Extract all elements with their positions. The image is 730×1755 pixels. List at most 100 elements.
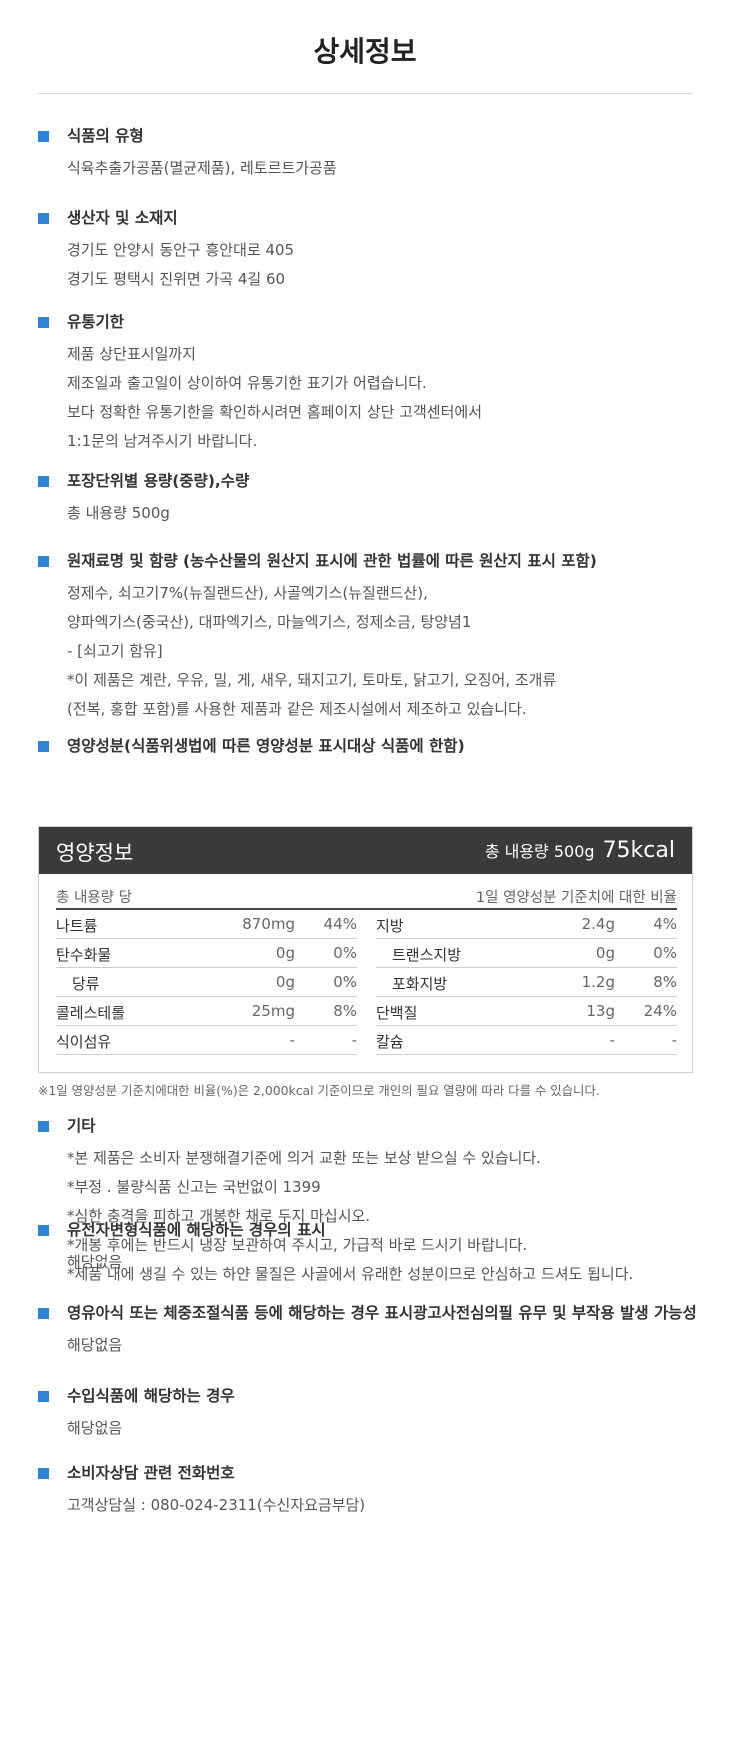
nutrient-percent: 0% bbox=[333, 944, 357, 962]
section-body: 고객상담실 : 080-024-2311(수신자요금부담) bbox=[67, 1491, 698, 1520]
nutrition-total: 총 내용량 500g 75kcal bbox=[485, 838, 675, 863]
section-line: 해당없음 bbox=[67, 1336, 123, 1354]
nutrient-name: 칼슘 bbox=[376, 1033, 404, 1051]
nutrition-subheader: 총 내용량 당 1일 영양성분 기준치에 대한 비율 bbox=[56, 880, 677, 910]
section-body: 정제수, 쇠고기7%(뉴질랜드산), 사골엑기스(뉴질랜드산), 양파엑기스(중국… bbox=[67, 579, 698, 724]
nutrient-name: 탄수화물 bbox=[56, 946, 112, 964]
section-title: 소비자상담 관련 전화번호 bbox=[67, 1464, 235, 1482]
nutrient-amount: 1.2g bbox=[581, 973, 615, 991]
section-header: 포장단위별 용량(중량),수량 bbox=[38, 470, 698, 494]
section-header: 영유아식 또는 체중조절식품 등에 해당하는 경우 표시광고사전심의필 유무 및… bbox=[38, 1302, 698, 1326]
section-header: 유통기한 bbox=[38, 311, 698, 335]
section-body: 총 내용량 500g bbox=[67, 499, 698, 528]
nutrition-table: 영양정보 총 내용량 500g 75kcal 총 내용량 당 1일 영양성분 기준… bbox=[38, 826, 693, 1073]
section-line: 제품 상단표시일까지 bbox=[67, 345, 196, 363]
nutrition-row: 트랜스지방 0g 0% bbox=[376, 939, 677, 968]
nutrient-percent: 8% bbox=[333, 1002, 357, 1020]
section-line: 경기도 평택시 진위면 가곡 4길 60 bbox=[67, 270, 286, 288]
section-title: 기타 bbox=[67, 1117, 96, 1135]
nutrient-name: 트랜스지방 bbox=[392, 946, 462, 964]
section-title: 영양성분(식품위생법에 따른 영양성분 표시대상 식품에 한함) bbox=[67, 737, 465, 755]
section-line: 제조일과 출고일이 상이하여 유통기한 표기가 어렵습니다. bbox=[67, 374, 427, 392]
info-section: 영양성분(식품위생법에 따른 영양성분 표시대상 식품에 한함) bbox=[38, 735, 698, 759]
square-bullet-icon bbox=[38, 1121, 49, 1132]
nutrient-percent: 0% bbox=[333, 973, 357, 991]
section-line: 정제수, 쇠고기7%(뉴질랜드산), 사골엑기스(뉴질랜드산), bbox=[67, 584, 428, 602]
section-line: 보다 정확한 유통기한을 확인하시려면 홈페이지 상단 고객센터에서 bbox=[67, 403, 483, 421]
nutrient-name: 포화지방 bbox=[392, 975, 448, 993]
nutrient-amount: 870mg bbox=[242, 915, 295, 933]
nutrition-row: 포화지방 1.2g 8% bbox=[376, 968, 677, 997]
nutrient-name: 콜레스테롤 bbox=[56, 1004, 126, 1022]
section-title: 식품의 유형 bbox=[67, 127, 144, 145]
section-line: 총 내용량 500g bbox=[67, 504, 170, 522]
section-header: 생산자 및 소재지 bbox=[38, 207, 698, 231]
section-body: 해당없음 bbox=[67, 1248, 698, 1277]
nutrient-percent: - bbox=[351, 1031, 357, 1049]
section-body: 식육추출가공품(멸균제품), 레토르트가공품 bbox=[67, 154, 698, 183]
section-line: 양파엑기스(중국산), 대파엑기스, 마늘엑기스, 정제소금, 탕양념1 bbox=[67, 613, 472, 631]
section-title: 유전자변형식품에 해당하는 경우의 표시 bbox=[67, 1221, 326, 1239]
nutrition-row: 칼슘 - - bbox=[376, 1026, 677, 1055]
nutrition-column-left: 나트륨 870mg 44% 탄수화물 0g 0% 당류 0g 0% 콜레스테롤 25mg 8% 식이섬유… bbox=[56, 910, 357, 1055]
page-title: 상세정보 bbox=[313, 35, 417, 68]
section-line: 고객상담실 : 080-024-2311(수신자요금부담) bbox=[67, 1496, 366, 1514]
nutrition-row: 콜레스테롤 25mg 8% bbox=[56, 997, 357, 1026]
info-section: 원재료명 및 함량 (농수산물의 원산지 표시에 관한 법률에 따른 원산지 표… bbox=[38, 550, 698, 724]
nutrition-header: 영양정보 총 내용량 500g 75kcal bbox=[39, 827, 692, 874]
square-bullet-icon bbox=[38, 476, 49, 487]
section-line: *본 제품은 소비자 분쟁해결기준에 의거 교환 또는 보상 받으실 수 있습니… bbox=[67, 1149, 541, 1167]
nutrient-amount: 13g bbox=[586, 1002, 615, 1020]
section-line: *심한 충격을 피하고 개봉한 채로 두지 마십시오. bbox=[67, 1207, 371, 1225]
nutrient-name: 지방 bbox=[376, 917, 404, 935]
nutrient-amount: 0g bbox=[595, 944, 615, 962]
square-bullet-icon bbox=[38, 1391, 49, 1402]
nutrient-amount: 2.4g bbox=[581, 915, 615, 933]
nutrient-percent: 8% bbox=[653, 973, 677, 991]
nutrient-name: 단백질 bbox=[376, 1004, 418, 1022]
info-section: 영유아식 또는 체중조절식품 등에 해당하는 경우 표시광고사전심의필 유무 및… bbox=[38, 1302, 698, 1360]
section-header: 영양성분(식품위생법에 따른 영양성분 표시대상 식품에 한함) bbox=[38, 735, 698, 759]
nutrient-amount: - bbox=[289, 1031, 295, 1049]
section-header: 원재료명 및 함량 (농수산물의 원산지 표시에 관한 법률에 따른 원산지 표… bbox=[38, 550, 698, 574]
section-header: 소비자상담 관련 전화번호 bbox=[38, 1462, 698, 1486]
section-header: 식품의 유형 bbox=[38, 125, 698, 149]
square-bullet-icon bbox=[38, 1308, 49, 1319]
nutrition-row: 단백질 13g 24% bbox=[376, 997, 677, 1026]
section-header: 유전자변형식품에 해당하는 경우의 표시 bbox=[38, 1219, 698, 1243]
section-line: 식육추출가공품(멸균제품), 레토르트가공품 bbox=[67, 159, 337, 177]
nutrient-percent: 0% bbox=[653, 944, 677, 962]
section-title: 포장단위별 용량(중량),수량 bbox=[67, 472, 250, 490]
square-bullet-icon bbox=[38, 556, 49, 567]
nutrition-row: 식이섬유 - - bbox=[56, 1026, 357, 1055]
section-line: 경기도 안양시 동안구 흥안대로 405 bbox=[67, 241, 295, 259]
section-body: 해당없음 bbox=[67, 1331, 698, 1360]
info-section: 기타 *본 제품은 소비자 분쟁해결기준에 의거 교환 또는 보상 받으실 수 있… bbox=[38, 1115, 698, 1289]
nutrition-per: 총 내용량 당 bbox=[56, 890, 132, 906]
section-line: 1:1문의 남겨주시기 바랍니다. bbox=[67, 432, 258, 450]
nutrient-percent: 44% bbox=[323, 915, 357, 933]
section-line: (전복, 홍합 포함)를 사용한 제품과 같은 제조시설에서 제조하고 있습니다… bbox=[67, 700, 527, 718]
section-title: 수입식품에 해당하는 경우 bbox=[67, 1387, 235, 1405]
nutrition-row: 탄수화물 0g 0% bbox=[56, 939, 357, 968]
nutrient-percent: - bbox=[671, 1031, 677, 1049]
square-bullet-icon bbox=[38, 131, 49, 142]
nutrient-percent: 24% bbox=[643, 1002, 677, 1020]
nutrition-row: 지방 2.4g 4% bbox=[376, 910, 677, 939]
section-line: 해당없음 bbox=[67, 1419, 123, 1437]
square-bullet-icon bbox=[38, 317, 49, 328]
nutrition-column-right: 지방 2.4g 4% 트랜스지방 0g 0% 포화지방 1.2g 8% 단백질 13g 24% 칼슘 - - bbox=[376, 910, 677, 1055]
nutrition-row: 당류 0g 0% bbox=[56, 968, 357, 997]
section-title: 생산자 및 소재지 bbox=[67, 209, 178, 227]
section-line: *이 제품은 계란, 우유, 밀, 게, 새우, 돼지고기, 토마토, 닭고기,… bbox=[67, 671, 557, 689]
section-body: 해당없음 bbox=[67, 1414, 698, 1443]
nutrient-amount: 0g bbox=[275, 973, 295, 991]
section-header: 수입식품에 해당하는 경우 bbox=[38, 1385, 698, 1409]
